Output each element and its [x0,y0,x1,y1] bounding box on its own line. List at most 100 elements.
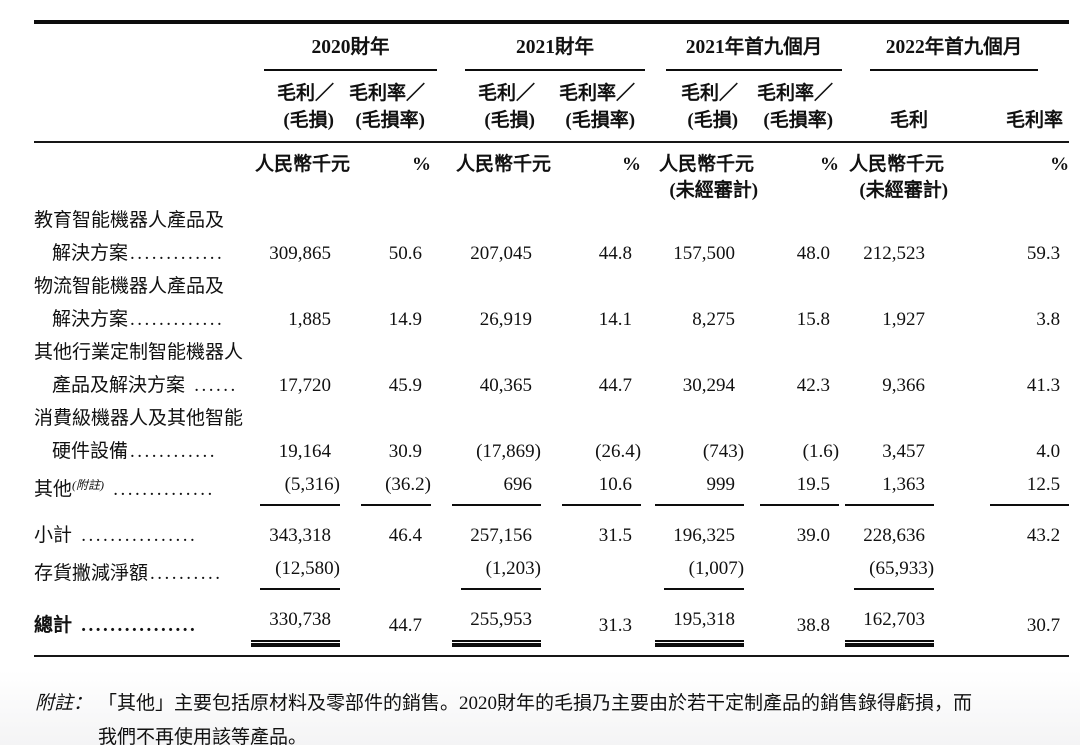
table-row: 硬件設備............ 19,164 30.9 (17,869) (26.4)… [34,435,1069,468]
table-row: 總計 ................ 330,738 44.7 255,953 31.… [34,590,1069,647]
cell-value: 3,457 [882,441,926,462]
cell-value: 31.5 [598,525,633,546]
row-label: 解決方案............. [34,303,239,336]
table-row: 產品及解決方案 ...... 17,720 45.9 40,365 44.7 30,294… [34,369,1069,402]
leader-dots: ...... [187,375,238,396]
column-header-amount: 毛利／ (毛損) [431,71,542,143]
cell-value: 14.9 [388,309,423,330]
unit-amount: 人民幣千元 (未經審計) [659,154,759,201]
table-row: 其他行業定制智能機器人 [34,336,1069,369]
cell-value: (5,316) [260,468,340,506]
cell-value: 9,366 [882,375,926,396]
row-label: 總計 ................ [34,590,239,642]
cell-value: 3.8 [1036,309,1061,330]
footnote-line: 我們不再使用該等產品。 [98,727,308,748]
cell-value: 309,865 [269,243,331,264]
leader-dots: ............ [130,441,218,462]
year-group-2021: 2021財年 [465,35,646,71]
cell-value: 19.5 [760,468,840,506]
cell-value: (743) [702,441,745,462]
row-label: 其他行業定制智能機器人 [34,336,243,369]
row-label-text: 其他行業定制智能機器人 [34,342,244,363]
row-label: 存貨撇減淨額.......... [34,552,239,590]
cell-value: 44.7 [598,375,633,396]
footnote-marker: (附註) [72,478,105,492]
row-label-text: 解決方案 [52,309,129,330]
label-column-header [34,20,239,71]
row-label-text: 產品及解決方案 [52,375,186,396]
unit-pct: % [820,154,840,175]
cell-value: 330,738 [251,603,340,647]
cell-value: 343,318 [269,525,331,546]
cell-value: 46.4 [388,525,423,546]
cell-value: 257,156 [470,525,533,546]
leader-dots: .......... [150,563,223,584]
cell-value: 43.2 [1026,525,1061,546]
cell-value: 1,885 [288,309,331,330]
cell-value: 12.5 [990,468,1070,506]
table-row: 存貨撇減淨額.......... (12,580) (1,203) (1,007) (6… [34,552,1069,590]
cell-value: 157,500 [673,243,736,264]
cell-value: 30,294 [682,375,736,396]
row-label: 產品及解決方案 ...... [34,369,239,402]
leader-dots: ................ [74,525,198,546]
cell-value: (1.6) [802,441,840,462]
cell-value: (26.4) [595,441,642,462]
row-label-text: 解決方案 [52,243,129,264]
cell-value: 31.3 [598,615,633,636]
row-label-text: 消費級機器人及其他智能 [34,408,244,429]
cell-value: 1,927 [882,309,926,330]
row-label-text: 物流智能機器人產品及 [34,276,225,297]
cell-value: (65,933) [854,552,935,590]
row-label-text: 總計 [34,615,73,636]
cell-value: (12,580) [260,552,340,590]
column-header-pct: 毛利率／ (毛損率) [541,71,642,143]
units-row: 人民幣千元 % 人民幣千元 % 人民幣千元 (未經審計) % 人民幣千元 (未經… [34,142,1069,204]
table-row: 消費級機器人及其他智能 [34,402,1069,435]
leader-dots: ................ [74,615,198,636]
table-row: 教育智能機器人產品及 [34,204,1069,237]
unit-pct: % [412,154,432,175]
row-label-text: 硬件設備 [52,441,129,462]
leader-dots: ............. [130,243,225,264]
cell-value: 30.9 [388,441,423,462]
column-header-row: 毛利／ (毛損) 毛利率／ (毛損率) 毛利／ (毛損) 毛利率／ (毛損率) … [34,71,1070,143]
column-header-amount: 毛利 [839,71,935,143]
cell-value: 14.1 [598,309,633,330]
cell-value: 39.0 [796,525,831,546]
year-header-row: 2020財年 2021財年 2021年首九個月 2022年首九個月 [34,20,1070,71]
column-header-amount: 毛利／ (毛損) [641,71,745,143]
cell-value: 8,275 [692,309,736,330]
cell-value: 999 [655,468,745,506]
row-label: 其他(附註) .............. [34,468,239,506]
cell-value: 59.3 [1026,243,1061,264]
table-row: 小計 ................ 343,318 46.4 257,156 31.… [34,506,1069,552]
cell-value: 195,318 [655,603,745,647]
column-header-amount: 毛利／ (毛損) [239,71,340,143]
leader-dots: .............. [106,479,215,500]
column-header-pct: 毛利率／ (毛損率) [744,71,840,143]
unit-amount: 人民幣千元 [254,154,350,175]
gross-profit-table: 2020財年 2021財年 2021年首九個月 2022年首九個月 毛利／ (毛… [34,20,1070,657]
year-group-2022-9m: 2022年首九個月 [870,35,1039,71]
table-row: 解決方案............. 309,865 50.6 207,045 44.8 1… [34,237,1069,270]
cell-value: (17,869) [476,441,542,462]
row-label: 教育智能機器人產品及 [34,204,239,237]
footnote-label: 附註： [35,693,93,714]
cell-value: 44.7 [388,615,423,636]
column-header-pct: 毛利率／ (毛損率) [340,71,432,143]
cell-value: 38.8 [796,615,831,636]
cell-value: 41.3 [1026,375,1061,396]
row-label-text: 其他 [34,479,73,500]
footnote-body: 「其他」主要包括原材料及零部件的銷售。2020財年的毛損乃主要由於若干定制產品的… [98,687,1055,755]
year-group-2021-9m: 2021年首九個月 [666,35,843,71]
cell-value: 19,164 [278,441,331,462]
row-label: 小計 ................ [34,506,239,552]
table-row: 其他(附註) .............. (5,316) (36.2) 696 10.… [34,468,1070,506]
cell-value: 162,703 [845,603,935,647]
row-label: 物流智能機器人產品及 [34,270,239,303]
unit-pct: % [1050,154,1070,175]
unit-amount: 人民幣千元 (未經審計) [849,154,949,201]
cell-value: (1,203) [461,552,542,590]
